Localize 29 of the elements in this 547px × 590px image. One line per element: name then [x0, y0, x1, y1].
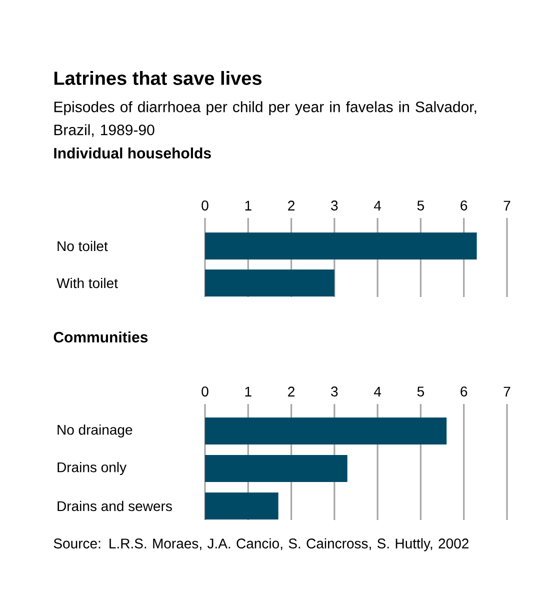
x-tick-label: 2 — [288, 386, 294, 396]
source-note: Source: L.R.S. Moraes, J.A. Cancio, S. Caincross, S. Huttly, 2002 — [54, 538, 468, 552]
x-tick-label: 0 — [202, 200, 208, 210]
x-tick-label: 5 — [417, 386, 424, 396]
chart-title: Communities — [54, 331, 148, 342]
x-tick-label: 3 — [331, 200, 338, 210]
chart-subtitle: Episodes of diarrhoea per child per year in favelas in Salvador, Brazil, 1989-90 — [54, 101, 476, 137]
y-tick-label: No toilet — [58, 240, 108, 252]
bar — [204, 417, 447, 444]
x-tick-label: 7 — [504, 386, 510, 396]
y-tick-label: Drains and sewers — [58, 500, 172, 512]
x-tick-label: 4 — [374, 386, 382, 396]
y-tick-label: No drainage — [58, 424, 132, 438]
x-tick-label: 6 — [460, 386, 468, 396]
bar — [204, 492, 278, 520]
x-tick-label: 3 — [331, 386, 338, 396]
x-tick-label: 5 — [417, 200, 424, 210]
chart-title: Latrines that save lives — [54, 71, 262, 85]
y-tick-label: Drains only — [58, 462, 127, 476]
bar — [204, 454, 348, 482]
x-tick-label: 2 — [288, 200, 294, 210]
x-tick-label: 7 — [504, 200, 510, 210]
x-tick-label: 6 — [460, 200, 468, 210]
x-tick-label: 4 — [374, 200, 382, 210]
x-tick-label: 1 — [245, 200, 252, 210]
x-tick-label: 0 — [202, 386, 208, 396]
y-tick-label: With toilet — [56, 278, 118, 288]
x-tick-label: 1 — [245, 386, 252, 396]
text: Individual households — [54, 147, 211, 159]
